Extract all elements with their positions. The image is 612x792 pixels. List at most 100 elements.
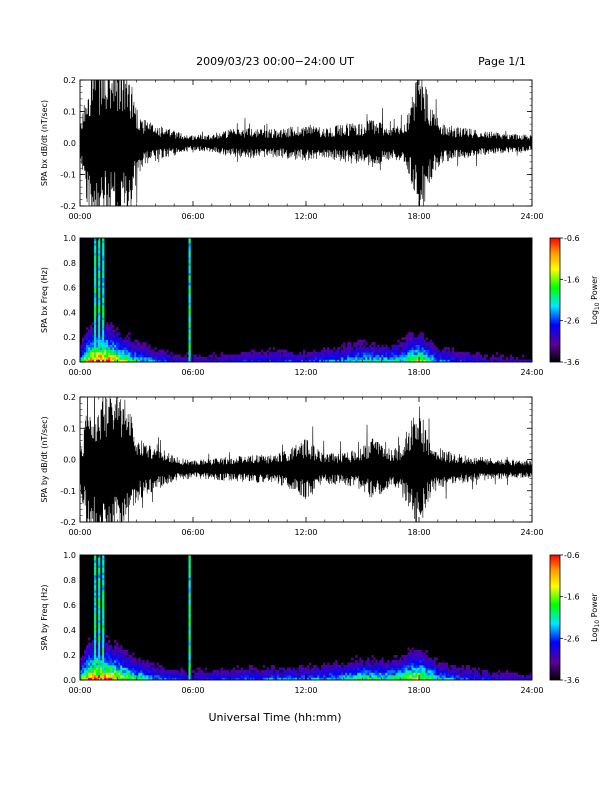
by-spectrogram-cell [158,665,161,668]
bx-spectrogram-cell [102,347,105,350]
bx-spectrogram-cell [200,359,203,362]
by-spectrogram-cell [431,670,434,673]
by-spectrogram-cell [96,650,99,653]
bx-spectrogram-cell [90,334,93,338]
bx-spectrogram-cell [250,354,254,358]
bx-spectrogram-cell [188,287,191,291]
bx-spectrogram-cell [309,352,312,355]
bx-spectrogram-cell [278,349,282,353]
bx-spectrogram-cell [391,344,394,348]
bx-spectrogram-cell [276,349,280,353]
bx-spectrogram-cell [307,354,310,358]
bx-spectrogram-cell [421,347,424,350]
bx-spectrogram-cell [236,354,239,358]
by-spectrogram-cell [218,675,221,678]
bx-spectrogram-cell [188,265,191,269]
by-spectrogram-cell [96,672,99,676]
by-spectrogram-cell [307,675,310,678]
bx-spectrogram-cell [465,359,469,362]
by-spectrogram-cell [188,632,191,636]
by-spectrogram-cell [108,645,111,648]
bx-spectrogram-cell [365,347,368,350]
by-spectrogram-cell [425,672,428,676]
bx-spectrogram-cell [397,352,400,355]
bx-spectrogram-cell [138,354,141,358]
bx-spectrogram-cell [138,352,141,355]
by-spectrogram-cell [106,677,109,680]
by-spectrogram-cell [202,677,205,680]
by-spectrogram-cell [90,642,93,646]
by-spectrogram-cell [505,675,509,678]
bx-spectrogram-cell [463,352,467,355]
by-spectrogram-cell [451,667,454,671]
bx-spectrogram-cell [419,349,422,353]
bx-spectrogram-cell [411,347,414,350]
bx-spectrogram-cell [409,354,412,358]
bx-spectrogram-cell [174,357,177,360]
by-spectrogram-cell [451,677,454,680]
bx-spectrogram-cell [124,352,127,355]
bx-spectrogram-cell [373,349,376,353]
by-spectrogram-cell [96,670,99,673]
bx-spectrogram-cell [409,334,412,338]
bx-spectrogram-cell [407,354,410,358]
bx-spectrogram-cell [110,339,113,343]
bx-spectrogram-cell [98,242,101,246]
by-spectrogram-cell [363,667,366,671]
bx-spectrogram-cell [401,347,404,350]
by-spectrogram-cell [242,670,246,673]
by-spectrogram-cell [389,672,392,676]
bx-spectrogram-cell [379,359,382,362]
by-spectrogram-cell [98,580,101,583]
by-spectrogram-cell [116,660,119,663]
bx-spectrogram-cell [162,352,165,355]
by-spectrogram-cell [94,562,97,566]
bx-spectrogram-cell [441,352,444,355]
x-tick-label: 06:00 [181,528,204,537]
bx-spectrogram-cell [102,314,105,318]
by-spectrogram-cell [451,675,454,678]
by-spectrogram-cell [236,672,239,676]
by-spectrogram-cell [138,665,141,668]
by-spectrogram-cell [294,675,298,678]
bx-spectrogram-cell [152,357,155,360]
by-spectrogram-cell [415,655,418,658]
by-spectrogram-cell [367,657,370,661]
bx-spectrogram-cell [288,359,292,362]
bx-spectrogram-cell [102,354,105,358]
bx-spectrogram-cell [421,332,424,336]
bx-spectrogram-cell [98,342,101,345]
bx-spectrogram-cell [98,327,101,331]
by-spectrogram-cell [409,650,412,653]
bx-spectrogram-cell [144,347,147,350]
bx-spectrogram-cell [162,359,165,362]
by-spectrogram-cell [501,675,505,678]
by-spectrogram-cell [471,677,475,680]
bx-spectrogram-cell [407,347,410,350]
by-spectrogram-cell [351,665,354,668]
bx-spectrogram-cell [110,329,113,333]
by-spectrogram-cell [254,667,258,671]
bx-spectrogram-cell [88,332,91,336]
bx-spectrogram-cell [298,354,302,358]
by-spectrogram-cell [134,667,137,671]
by-spectrogram-cell [102,635,105,638]
bx-spectrogram-cell [230,354,233,358]
by-spectrogram-cell [419,670,422,673]
bx-spectrogram-cell [401,337,404,340]
by-spectrogram-cell [433,657,436,661]
by-spectrogram-cell [305,670,308,673]
bx-spectrogram-cell [369,347,372,350]
by-spectrogram-cell [246,670,250,673]
by-spectrogram-cell [461,670,464,673]
by-spectrogram-cell [385,677,388,680]
bx-spectrogram-cell [132,352,135,355]
bx-spectrogram-cell [349,354,352,358]
by-spectrogram-cell [439,667,442,671]
by-spectrogram-cell [84,675,87,678]
bx-spectrogram-cell [244,359,248,362]
bx-spectrogram-cell [102,242,105,246]
by-spectrogram-cell [461,677,464,680]
